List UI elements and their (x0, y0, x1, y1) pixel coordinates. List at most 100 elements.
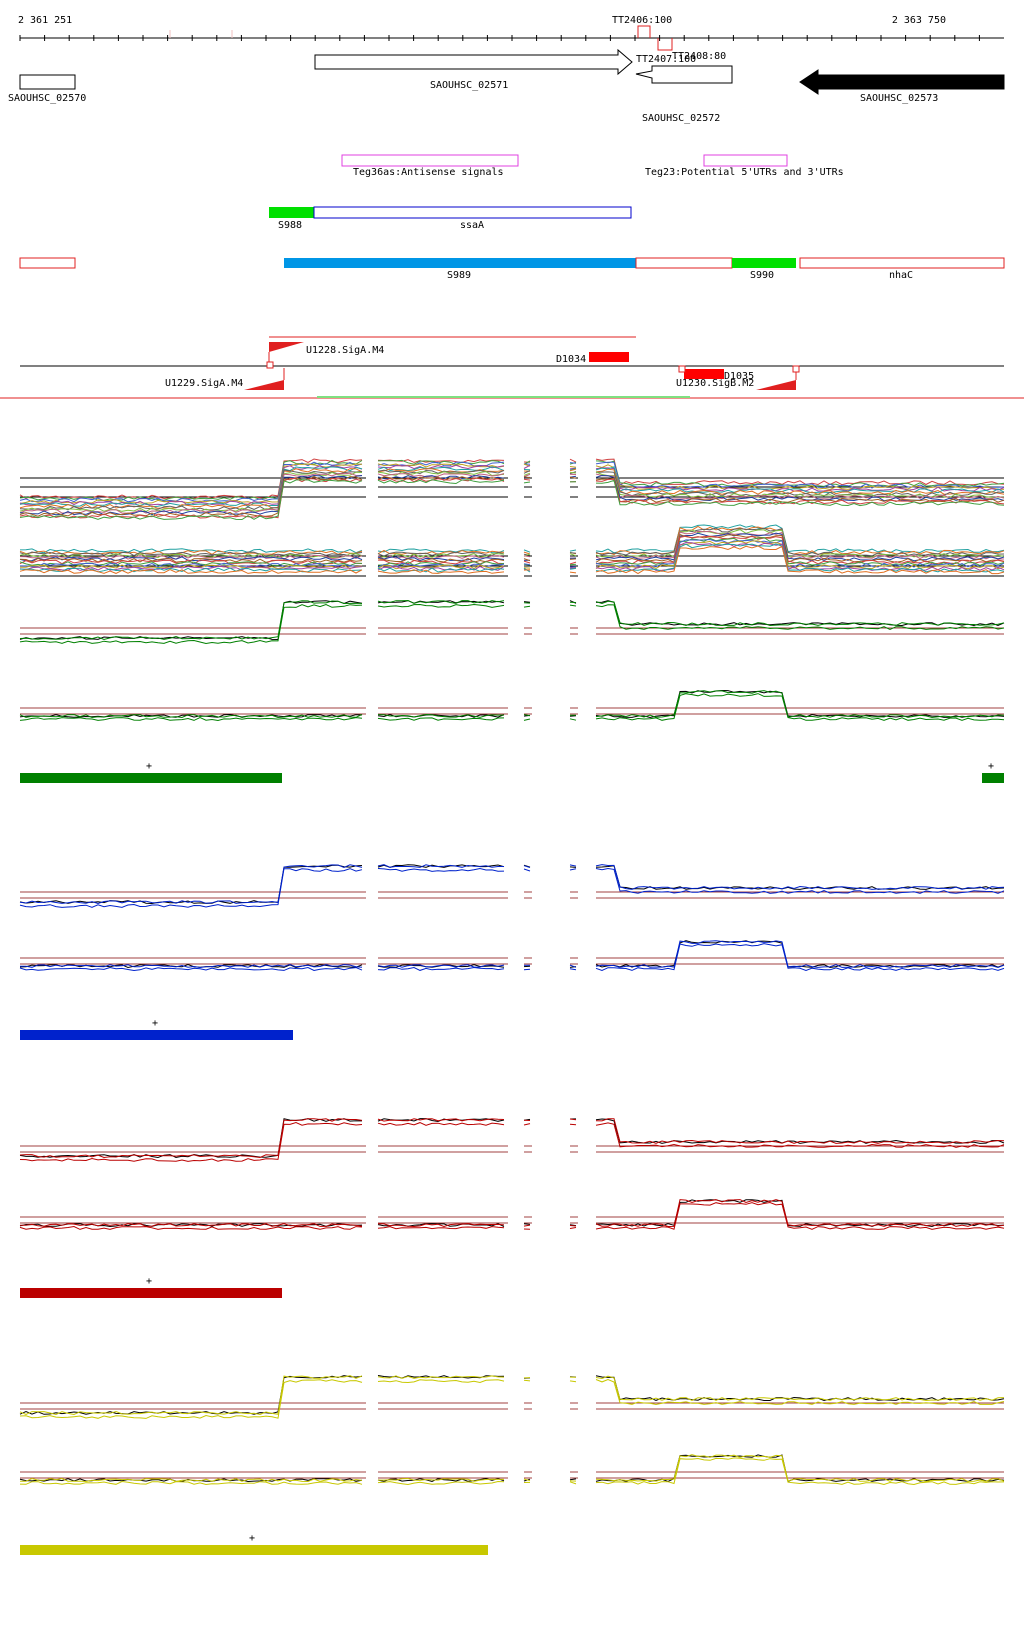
expression-trace (377, 479, 505, 485)
expression-trace (595, 943, 1005, 972)
expression-trace (595, 1457, 1005, 1486)
gene-arrow-reverse[interactable] (635, 65, 733, 84)
expression-trace (19, 472, 363, 514)
expression-trace (523, 481, 531, 484)
downshift-label: D1035 (724, 371, 754, 382)
terminator-mark (637, 25, 651, 38)
condition-bar[interactable] (20, 1545, 488, 1555)
expression-trace (20, 562, 362, 568)
expression-trace (377, 464, 505, 470)
downshift-box[interactable] (589, 352, 629, 362)
expression-trace (19, 714, 363, 719)
expression-trace (595, 1454, 1005, 1483)
ruler-ticks (19, 35, 980, 41)
promoter-forward-icon[interactable] (269, 342, 304, 352)
segment-box-outline[interactable] (19, 257, 76, 269)
expression-trace (569, 462, 577, 464)
expression-trace (377, 548, 505, 554)
literature-box[interactable] (341, 154, 519, 167)
expression-trace (595, 1122, 1005, 1148)
condition-bar[interactable] (982, 773, 1004, 783)
expression-trace (595, 940, 1005, 969)
expression-trace (377, 864, 504, 868)
promoter-label: U1228.SigA.M4 (306, 345, 384, 356)
expression-trace (19, 474, 363, 516)
gene-track: SAOUHSC_02570 SAOUHSC_02571 SAOUHSC_0257… (8, 48, 1005, 124)
expression-trace (595, 1378, 1005, 1406)
expression-trace (377, 463, 505, 468)
expression-trace (569, 964, 577, 968)
expression-trace (595, 460, 1005, 487)
expression-trace (569, 718, 577, 721)
expression-trace (20, 1223, 363, 1228)
expression-trace (523, 472, 531, 476)
expression-trace (523, 549, 531, 553)
promoter-track: U1228.SigA.M4 U1229.SigA.M4 U1230.SigB.M… (0, 336, 1024, 399)
segment-box-outline[interactable] (799, 257, 1005, 269)
segment-box-outline[interactable] (635, 257, 733, 269)
expression-trace (377, 466, 505, 472)
expression-trace (595, 527, 1005, 557)
promoter-reverse-icon[interactable] (756, 380, 796, 390)
expression-trace (19, 963, 363, 969)
expression-trace (377, 468, 505, 473)
expression-trace (378, 1477, 504, 1482)
expression-trace (19, 479, 363, 521)
expression-trace (19, 561, 363, 567)
promoter-site (266, 361, 274, 369)
literature-box[interactable] (703, 154, 788, 167)
promoter-label: U1230.SigB.M2 (676, 378, 754, 389)
expression-trace (523, 1379, 531, 1382)
expression-trace (595, 543, 1005, 573)
segment-box[interactable] (732, 258, 796, 268)
segment-label: nhaC (889, 270, 913, 281)
terminator-label: TT2406:100 (612, 15, 672, 26)
condition-bar[interactable] (20, 1030, 293, 1040)
promoter-label: U1229.SigA.M4 (165, 378, 243, 389)
expression-trace (595, 468, 1005, 495)
expression-trace (595, 545, 1005, 575)
expression-trace (377, 867, 505, 872)
expression-trace (569, 566, 577, 568)
expression-trace (19, 475, 363, 517)
expression-trace (569, 558, 577, 560)
condition-bar[interactable] (20, 1288, 282, 1298)
segment-box[interactable] (284, 258, 636, 268)
coord-start-label: 2 361 251 (18, 15, 72, 26)
promoter-reverse-icon[interactable] (244, 380, 284, 390)
expression-trace (569, 553, 577, 557)
expression-trace (377, 556, 505, 562)
gene-label: SAOUHSC_02570 (8, 93, 86, 104)
expression-trace (569, 1481, 577, 1485)
expression-trace (595, 1118, 1005, 1144)
expression-trace (19, 966, 363, 972)
expression-trace (523, 605, 531, 608)
segment-box-outline[interactable] (313, 206, 632, 219)
expression-trace (19, 717, 363, 722)
expression-trace (595, 940, 1005, 969)
expression-trace (569, 1380, 577, 1383)
gene-box[interactable] (19, 74, 76, 90)
expression-trace (19, 565, 363, 571)
segment-box[interactable] (269, 207, 314, 218)
gene-arrow-forward[interactable] (314, 48, 633, 76)
literature-label: Teg36as:Antisense signals (353, 167, 504, 178)
expression-trace (523, 1224, 531, 1227)
expression-trace (569, 563, 577, 566)
gene-arrow-reverse-filled[interactable] (799, 69, 1005, 95)
expression-trace (19, 569, 363, 574)
segment-label: S988 (278, 220, 302, 231)
expression-trace (377, 1122, 505, 1126)
expression-trace (377, 1223, 505, 1227)
terminator-label: TT2407:100 (636, 54, 696, 65)
expression-trace (569, 471, 577, 474)
expression-trace (595, 864, 1005, 890)
expression-trace (569, 466, 577, 468)
condition-bar[interactable] (20, 773, 282, 783)
expression-trace (569, 868, 577, 871)
expression-trace (20, 567, 363, 573)
downshift-box[interactable] (684, 369, 724, 379)
expression-trace (19, 463, 363, 504)
expression-trace (595, 477, 1005, 503)
promoter-site (678, 365, 686, 373)
